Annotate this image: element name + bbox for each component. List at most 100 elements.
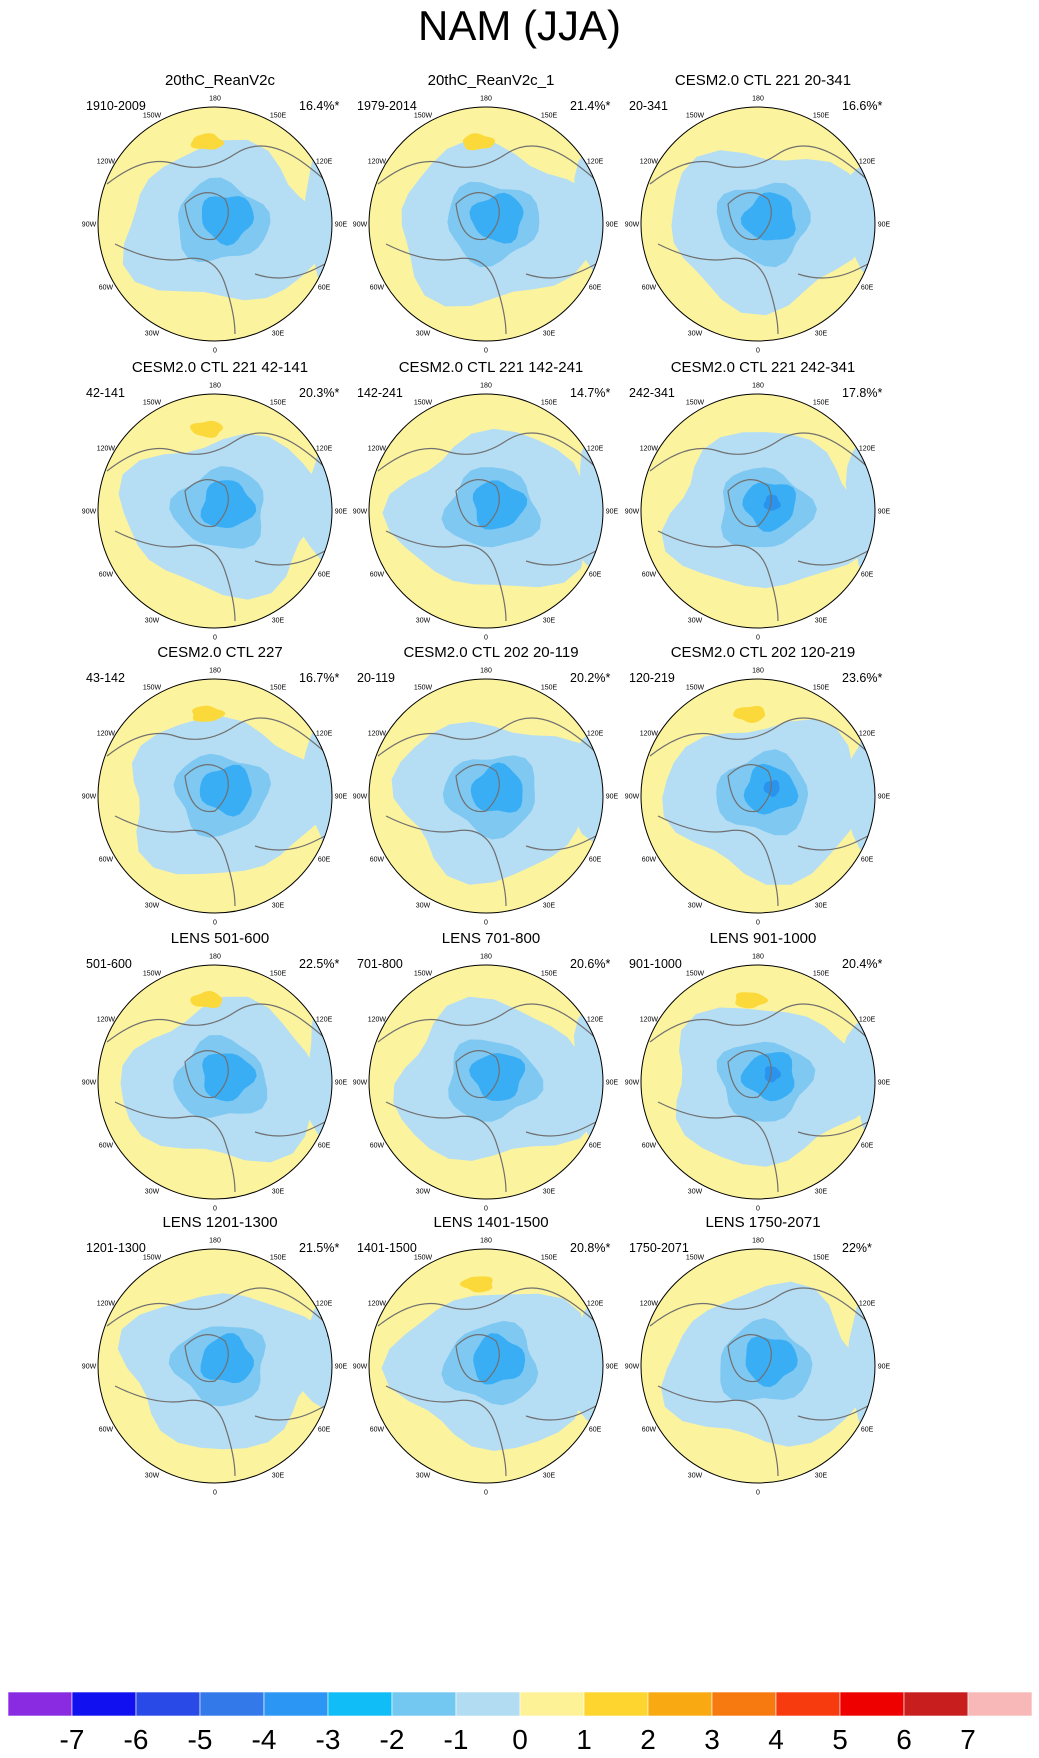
lon-label: 180 <box>480 96 492 103</box>
polar-map: 180 150E 120E 90E 60E 30E 0 30W 60W 90W 120W 150W <box>82 954 348 1213</box>
colorbar-tick-label: -6 <box>124 1724 149 1755</box>
lon-label: 90W <box>625 1080 640 1087</box>
lon-label: 180 <box>209 668 221 675</box>
panel-variance: 16.4%* <box>299 99 340 113</box>
lon-label: 30E <box>815 1189 828 1196</box>
lon-label: 150W <box>414 399 433 406</box>
contour-neg1-pacific <box>841 135 875 291</box>
colorbar: -7 -6 -5 -4 -3 -2 -1 0 1 2 3 4 5 6 7 <box>8 1691 1032 1755</box>
map-panel: 180 150E 120E 90E 60E 30E 0 30W 60W 90W 120W 150W CE… <box>613 359 933 679</box>
lon-label: 180 <box>209 1238 221 1245</box>
colorbar-swatch <box>263 1691 329 1717</box>
lon-label: 0 <box>484 348 488 355</box>
colorbar-swatch <box>391 1691 457 1717</box>
map-boundary <box>640 1248 876 1484</box>
panel-range: 1201-1300 <box>86 1241 146 1255</box>
lon-label: 180 <box>209 96 221 103</box>
lon-label: 90E <box>606 509 619 516</box>
lon-label: 150E <box>541 684 558 691</box>
lon-label: 150W <box>686 970 705 977</box>
panel-title: LENS 701-800 <box>441 930 541 947</box>
polar-map: 180 150E 120E 90E 60E 30E 0 30W 60W 90W 120W 150W <box>625 383 891 642</box>
contour-neg1-pacific <box>843 700 875 855</box>
lon-label: 150W <box>414 1254 433 1261</box>
lon-label: 150E <box>541 1254 558 1261</box>
lon-label: 90E <box>335 794 348 801</box>
lon-label: 180 <box>480 668 492 675</box>
lon-label: 120W <box>97 1301 116 1308</box>
lon-label: 120E <box>859 1301 876 1308</box>
colorbar-swatch <box>199 1691 265 1717</box>
map-boundary <box>368 106 604 342</box>
lon-label: 120E <box>316 731 333 738</box>
lon-label: 120E <box>859 159 876 166</box>
lon-label: 90W <box>82 509 97 516</box>
lon-label: 120E <box>587 159 604 166</box>
lon-label: 180 <box>752 96 764 103</box>
lon-label: 30E <box>543 618 556 625</box>
colorbar-swatch <box>711 1691 777 1717</box>
contour-neg3 <box>472 480 528 530</box>
panel-variance: 14.7%* <box>570 386 611 400</box>
lon-label: 90W <box>353 509 368 516</box>
panel-variance: 21.5%* <box>299 1241 340 1255</box>
lon-label: 120E <box>316 1017 333 1024</box>
lon-label: 90W <box>82 1080 97 1087</box>
coastlines <box>106 1287 332 1477</box>
panel-title: CESM2.0 CTL 221 242-341 <box>670 359 856 376</box>
coastlines <box>377 1003 603 1193</box>
panel-title: LENS 1201-1300 <box>162 1214 278 1231</box>
lon-label: 120E <box>587 731 604 738</box>
lon-label: 30E <box>543 1473 556 1480</box>
lon-label: 90E <box>878 794 891 801</box>
lon-label: 120W <box>97 159 116 166</box>
lon-label: 180 <box>752 668 764 675</box>
colorbar-tick-label: 2 <box>640 1724 656 1755</box>
lon-label: 0 <box>213 1206 217 1213</box>
lon-label: 60W <box>99 285 114 292</box>
map-boundary <box>368 678 604 914</box>
coastlines <box>106 145 332 335</box>
lon-label: 120W <box>368 1017 387 1024</box>
panel-title: LENS 501-600 <box>170 930 270 947</box>
contour-neg3 <box>469 1053 526 1101</box>
lon-label: 0 <box>756 1490 760 1497</box>
lon-label: 0 <box>756 920 760 927</box>
contour-neg3 <box>470 762 523 813</box>
colorbar-tick-label: 5 <box>832 1724 848 1755</box>
colorbar-tick-label: -5 <box>188 1724 213 1755</box>
map-boundary <box>97 393 333 629</box>
lon-label: 30E <box>272 331 285 338</box>
contour-pos1 <box>192 705 226 722</box>
lon-label: 60E <box>861 1427 874 1434</box>
lon-label: 0 <box>756 348 760 355</box>
lon-label: 180 <box>752 1238 764 1245</box>
lon-label: 30W <box>688 1189 703 1196</box>
contour-neg4 <box>763 494 781 511</box>
map-boundary <box>97 678 333 914</box>
lon-label: 30E <box>543 903 556 910</box>
lon-label: 60W <box>99 1143 114 1150</box>
lon-label: 90E <box>606 1364 619 1371</box>
lon-label: 150E <box>813 112 830 119</box>
lon-label: 30E <box>543 331 556 338</box>
coastlines <box>377 432 603 622</box>
lon-label: 60E <box>861 857 874 864</box>
colorbar-swatch <box>839 1691 905 1717</box>
lon-label: 60W <box>642 285 657 292</box>
lon-label: 30E <box>815 331 828 338</box>
lon-label: 120W <box>97 1017 116 1024</box>
map-panel: 180 150E 120E 90E 60E 30E 0 30W 60W 90W 120W 150W CE… <box>70 359 390 679</box>
lon-label: 60E <box>589 1427 602 1434</box>
colorbar-swatch <box>583 1691 649 1717</box>
lon-label: 90E <box>878 1080 891 1087</box>
lon-label: 120E <box>587 1017 604 1024</box>
lon-label: 60W <box>370 572 385 579</box>
lon-label: 150W <box>686 684 705 691</box>
panel-range: 42-141 <box>86 386 125 400</box>
coastlines <box>649 1003 875 1193</box>
lon-label: 30W <box>416 331 431 338</box>
polar-map: 180 150E 120E 90E 60E 30E 0 30W 60W 90W 120W 150W <box>82 668 348 927</box>
lon-label: 30W <box>145 1189 160 1196</box>
lon-label: 150W <box>686 1254 705 1261</box>
